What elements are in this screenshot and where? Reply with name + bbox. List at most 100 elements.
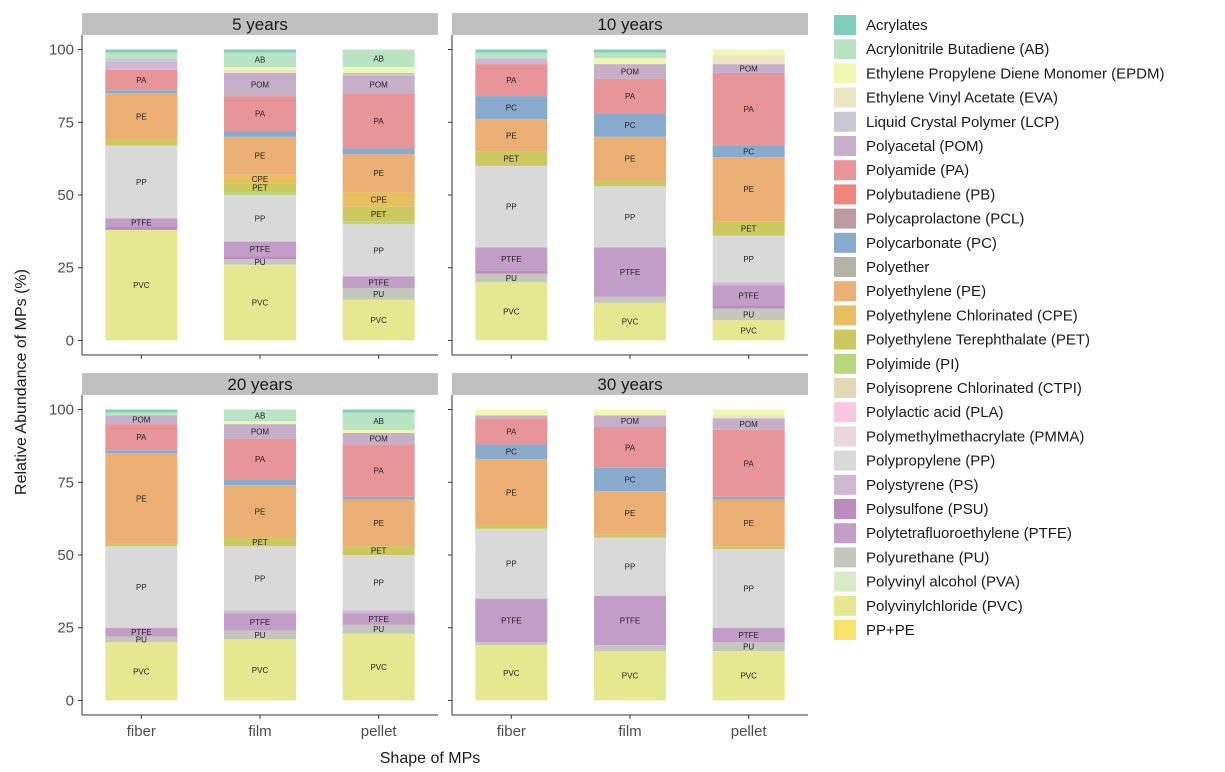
bar-segment xyxy=(224,424,296,439)
legend-label: Liquid Crystal Polymer (LCP) xyxy=(866,114,1059,131)
bar-segment xyxy=(475,49,548,53)
bar-segment xyxy=(342,93,415,149)
legend-item: PP+PE xyxy=(834,620,915,640)
segment-label: PE xyxy=(136,112,147,121)
bar-segment xyxy=(105,227,178,230)
segment-label: PE xyxy=(373,519,384,528)
bar-segment xyxy=(105,424,178,451)
bar-segment xyxy=(342,299,415,341)
legend-swatch xyxy=(834,281,856,302)
legend-item: Acrylates xyxy=(834,15,928,35)
segment-label: AB xyxy=(255,56,266,65)
legend-swatch xyxy=(834,111,856,132)
segment-label: PTFE xyxy=(131,628,151,637)
bar-segment xyxy=(224,630,296,640)
segment-label: CPE xyxy=(370,195,386,204)
bar-segment xyxy=(342,496,415,500)
bar-segment xyxy=(105,546,178,628)
segment-label: POM xyxy=(251,80,270,89)
bar-segment xyxy=(224,438,296,480)
segment-label: PET xyxy=(371,547,387,556)
legend-swatch xyxy=(834,547,856,568)
x-tick-label: pellet xyxy=(731,723,768,740)
segment-label: PA xyxy=(506,427,517,436)
bar-segment xyxy=(224,52,296,67)
segment-label: PTFE xyxy=(738,631,758,640)
segment-label: PP xyxy=(743,255,754,264)
legend-swatch xyxy=(834,450,856,471)
legend-swatch xyxy=(834,353,856,374)
segment-label: PA xyxy=(625,443,636,452)
facet-panel: 5 years 0 25 50 75 100 PVC PTFE PP PE PA PVC PU PTFE P… xyxy=(49,13,438,359)
legend-swatch xyxy=(834,15,856,35)
segment-label: PU xyxy=(136,635,147,644)
facet-panel: 10 years PVC PU PTFE PP PET PE PC PA PVC PTFE PP PE P… xyxy=(448,13,808,359)
y-tick-label: 25 xyxy=(57,260,74,277)
facet-title: 5 years xyxy=(232,15,288,34)
bar-segment xyxy=(105,52,178,59)
segment-label: PE xyxy=(625,509,636,518)
legend-item: Polyvinyl alcohol (PVA) xyxy=(834,571,1020,592)
legend-label: Acrylates xyxy=(866,17,928,34)
segment-label: PVC xyxy=(370,663,387,672)
bar-segment xyxy=(105,139,178,146)
bar-segment xyxy=(594,180,666,187)
bar-segment xyxy=(475,598,548,643)
legend-swatch xyxy=(834,39,856,60)
legend-label: Ethylene Propylene Diene Monomer (EPDM) xyxy=(866,65,1164,82)
bar-segment xyxy=(342,72,415,76)
bar-segment xyxy=(342,221,415,225)
bar-segment xyxy=(475,64,548,97)
bar-segment xyxy=(224,131,296,137)
segment-label: PA xyxy=(136,76,147,85)
y-tick-label: 25 xyxy=(57,620,74,637)
segment-label: PET xyxy=(504,155,520,164)
legend-label: Polymethylmethacrylate (PMMA) xyxy=(866,428,1084,445)
segment-label: PP xyxy=(743,584,754,593)
bar-segment xyxy=(594,537,666,596)
legend-item: Polyimide (PI) xyxy=(834,353,959,374)
bar-segment xyxy=(342,432,415,445)
facet-title: 10 years xyxy=(597,15,662,34)
legend-item: Ethylene Vinyl Acetate (EVA) xyxy=(834,87,1058,108)
legend-label: Polyether xyxy=(866,259,929,276)
bar-segment xyxy=(224,174,296,184)
legend-item: Polypropylene (PP) xyxy=(834,450,995,471)
facet-strip xyxy=(82,373,438,395)
bar-segment xyxy=(475,645,548,701)
bar-segment xyxy=(594,427,666,468)
bar-segment xyxy=(594,186,666,248)
facet-panel: 20 years0255075100PVCPUPTFEPPPEPAPOMfibe… xyxy=(49,373,438,740)
bar-segment xyxy=(475,418,548,445)
bar-segment xyxy=(712,496,785,500)
segment-label: POM xyxy=(132,416,151,425)
segment-label: POM xyxy=(251,427,270,436)
segment-label: PVC xyxy=(740,326,757,335)
bar-segment xyxy=(342,224,415,277)
bar-segment xyxy=(475,247,548,271)
facet-panels: 5 years0255075100PVCPTFEPPPEPAPVCPUPTFEP… xyxy=(49,13,808,740)
y-tick-label: 0 xyxy=(66,692,74,709)
segment-label: PP xyxy=(373,246,384,255)
bar-segment xyxy=(475,528,548,599)
bar-segment xyxy=(594,645,666,651)
bar-segment xyxy=(224,639,296,701)
bar-segment xyxy=(475,273,548,283)
segment-label: PTFE xyxy=(501,255,521,264)
segment-label: PVC xyxy=(740,672,757,681)
bar-segment xyxy=(105,642,178,701)
legend-swatch xyxy=(834,499,856,519)
legend-label: Polysulfone (PSU) xyxy=(866,501,989,518)
bar-segment xyxy=(105,93,178,140)
legend-label: Polystyrene (PS) xyxy=(866,477,979,494)
bar-segment xyxy=(224,136,296,175)
bar-segment xyxy=(475,642,548,646)
bar-segment xyxy=(475,409,548,416)
segment-label: PU xyxy=(373,290,384,299)
legend-item: Polyethylene Terephthalate (PET) xyxy=(834,329,1090,350)
bar-segment xyxy=(342,49,415,67)
legend-swatch xyxy=(834,620,856,640)
legend-swatch xyxy=(834,329,856,350)
bar-segment xyxy=(712,409,785,416)
segment-label: PA xyxy=(374,467,385,476)
